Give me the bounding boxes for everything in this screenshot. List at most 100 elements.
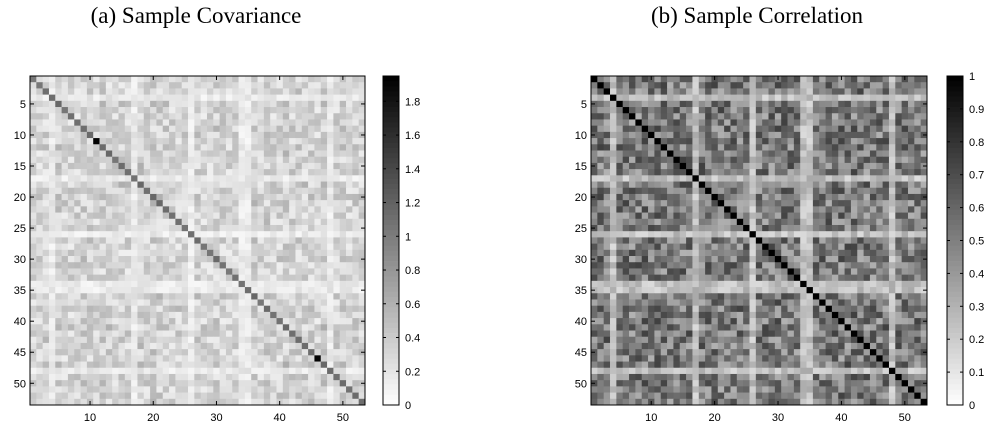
heatmap-cell [850, 200, 858, 207]
heatmap-cell [648, 187, 655, 195]
heatmap-cell [812, 131, 820, 139]
heatmap-cell [181, 305, 189, 313]
heatmap-cell [686, 187, 693, 195]
heatmap-cell [692, 156, 700, 164]
heatmap-cell [194, 200, 202, 207]
heatmap-cell [276, 293, 284, 300]
heatmap-cell [131, 100, 138, 108]
heatmap-cell [74, 299, 81, 307]
heatmap-cell [181, 330, 189, 338]
heatmap-cell [667, 82, 674, 89]
heatmap-cell [238, 169, 246, 176]
heatmap-cell [812, 262, 820, 269]
heatmap-cell [244, 361, 252, 369]
heatmap-cell [333, 150, 341, 158]
heatmap-cell [99, 274, 107, 282]
heatmap-cell [124, 392, 132, 400]
heatmap-cell [86, 256, 94, 263]
heatmap-cell [339, 293, 347, 300]
heatmap-cell [698, 94, 706, 102]
heatmap-cell [301, 119, 309, 127]
heatmap-cell [225, 212, 233, 220]
heatmap-cell [86, 88, 94, 95]
heatmap-cell [863, 256, 871, 263]
heatmap-cell [736, 249, 744, 257]
heatmap-cell [711, 175, 719, 182]
heatmap-cell [781, 249, 788, 257]
heatmap-cell [244, 243, 252, 251]
heatmap-cell [597, 169, 605, 176]
heatmap-cell [244, 107, 252, 114]
heatmap-cell [622, 100, 630, 108]
heatmap-cell [622, 218, 630, 226]
heatmap-cell [219, 237, 227, 244]
heatmap-cell [244, 175, 252, 182]
heatmap-cell [206, 243, 214, 251]
heatmap-cell [774, 119, 782, 127]
heatmap-cell [597, 262, 605, 269]
heatmap-cell [270, 193, 277, 201]
heatmap-cell [200, 280, 208, 288]
heatmap-cell [597, 162, 605, 170]
heatmap-cell [755, 280, 763, 288]
heatmap-cell [206, 342, 214, 350]
heatmap-cell [743, 243, 750, 251]
heatmap-cell [610, 138, 617, 145]
heatmap-cell [181, 193, 189, 201]
heatmap-cell [895, 100, 902, 108]
heatmap-cell [36, 138, 43, 145]
heatmap-cell [74, 224, 81, 232]
heatmap-cell [914, 175, 922, 182]
heatmap-cell [333, 181, 341, 189]
heatmap-cell [308, 125, 315, 133]
heatmap-cell [93, 125, 100, 133]
heatmap-cell [118, 76, 126, 83]
heatmap-cell [61, 311, 69, 319]
heatmap-cell [282, 113, 290, 120]
heatmap-cell [920, 200, 928, 207]
heatmap-cell [831, 76, 839, 83]
heatmap-cell [616, 256, 624, 263]
heatmap-cell [194, 100, 202, 108]
heatmap-cell [86, 367, 94, 375]
heatmap-cell [86, 318, 94, 325]
heatmap-cell [603, 131, 611, 139]
heatmap-cell [162, 293, 170, 300]
heatmap-cell [61, 398, 69, 406]
heatmap-cell [112, 355, 119, 362]
heatmap-cell [188, 373, 195, 381]
heatmap-cell [314, 355, 322, 362]
heatmap-cell [36, 392, 43, 400]
heatmap-cell [686, 212, 693, 220]
heatmap-cell [314, 342, 322, 350]
heatmap-cell [876, 162, 883, 170]
heatmap-cell [705, 193, 712, 201]
heatmap-cell [591, 181, 598, 189]
heatmap-cell [93, 262, 100, 269]
heatmap-cell [591, 243, 598, 251]
colorbar-swatch [383, 225, 399, 231]
heatmap-cell [806, 237, 814, 244]
heatmap-cell [112, 169, 119, 176]
heatmap-cell [850, 88, 858, 95]
heatmap-cell [339, 299, 347, 307]
heatmap-cell [648, 113, 655, 120]
heatmap-cell [648, 212, 655, 220]
y-tick-label: 20 [14, 192, 26, 204]
heatmap-cell [143, 231, 151, 238]
heatmap-cell [289, 200, 296, 207]
heatmap-cell [629, 187, 636, 195]
heatmap-cell [150, 280, 157, 288]
heatmap-cell [137, 268, 145, 275]
heatmap-cell [882, 150, 890, 158]
heatmap-cell [654, 131, 662, 139]
heatmap-cell [200, 380, 208, 387]
heatmap-cell [213, 82, 220, 89]
heatmap-cell [793, 119, 801, 127]
heatmap-cell [812, 175, 820, 182]
heatmap-cell [93, 113, 100, 120]
heatmap-cell [181, 386, 189, 393]
heatmap-cell [724, 138, 731, 145]
heatmap-cell [86, 274, 94, 282]
heatmap-cell [206, 193, 214, 201]
